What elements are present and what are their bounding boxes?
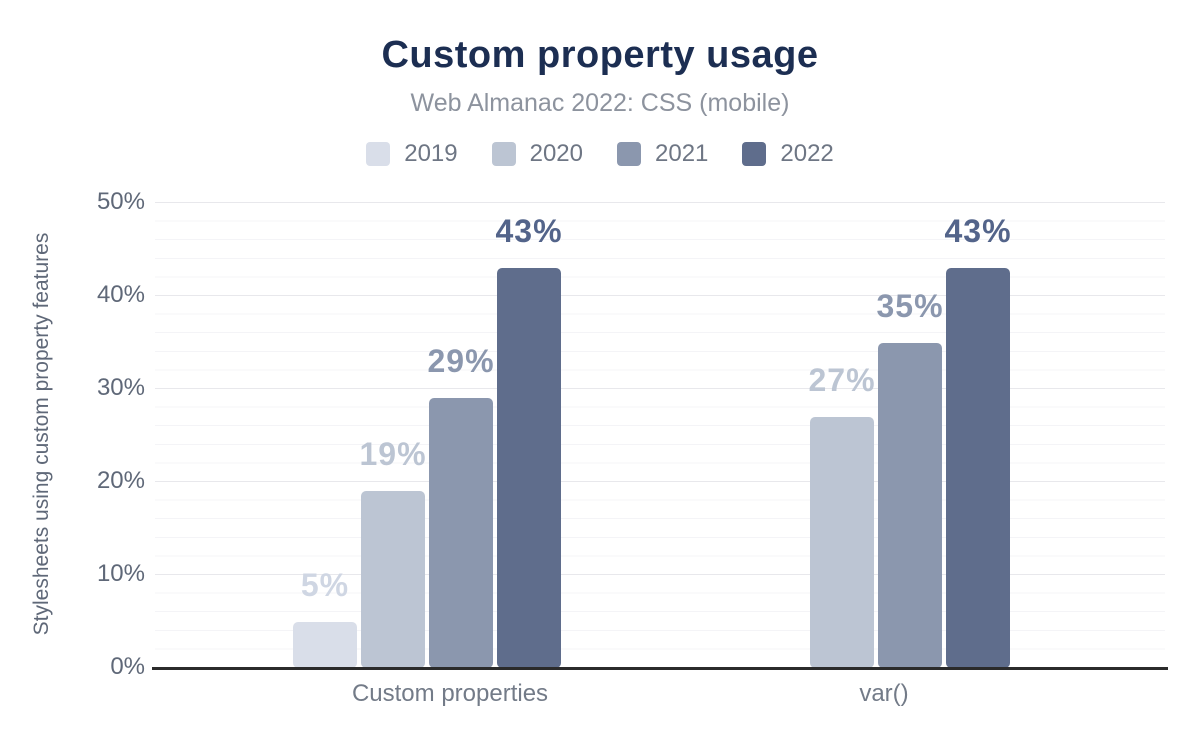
- legend-label: 2020: [529, 140, 583, 167]
- legend-swatch-icon: [366, 142, 391, 166]
- y-axis-ticks: 0% 10% 20% 30% 40% 50%: [55, 189, 145, 680]
- y-tick-label: 20%: [96, 467, 145, 494]
- plot-area: 5% 19% 29% 43% 27% 35% 43%: [155, 202, 1165, 668]
- chart-subtitle: Web Almanac 2022: CSS (mobile): [410, 89, 790, 117]
- x-label-1: Custom properties: [351, 680, 549, 707]
- bar-2021-category-1[interactable]: 29%: [427, 343, 494, 668]
- bar-2022-category-1[interactable]: 43%: [495, 213, 562, 668]
- y-tick-label: 0%: [110, 653, 145, 680]
- legend-swatch-icon: [491, 142, 516, 166]
- legend: 2019 2020 2021 2022: [0, 140, 1200, 168]
- bar-value-label: 5%: [300, 566, 350, 603]
- bar-value-label: 43%: [944, 213, 1012, 250]
- legend-item-2022[interactable]: 2022: [742, 140, 834, 168]
- bar-group-1: 5% 19% 29% 43%: [293, 213, 562, 668]
- legend-swatch-icon: [742, 142, 767, 166]
- chart-title: Custom property usage: [381, 34, 819, 76]
- y-tick-label: 50%: [96, 188, 145, 215]
- x-label-2: var(): [859, 680, 909, 707]
- bar-2020-category-1[interactable]: 19%: [359, 436, 426, 668]
- legend-label: 2021: [655, 140, 709, 167]
- bar-value-label: 35%: [876, 287, 944, 324]
- legend-label: 2022: [780, 140, 834, 167]
- y-axis-title: Stylesheets using custom property featur…: [30, 232, 53, 636]
- y-tick-label: 10%: [96, 560, 145, 587]
- y-tick-label: 30%: [96, 374, 145, 401]
- legend-item-2021[interactable]: 2021: [617, 140, 708, 168]
- y-tick-label: 40%: [96, 281, 145, 308]
- bar-2019-category-1[interactable]: 5%: [293, 567, 357, 668]
- bar-2020-category-2[interactable]: 27%: [808, 362, 875, 668]
- bar-value-label: 43%: [495, 213, 563, 250]
- legend-swatch-icon: [617, 142, 641, 166]
- bar-value-label: 27%: [808, 361, 876, 398]
- bar-group-2: 27% 35% 43%: [808, 213, 1011, 668]
- legend-item-2019[interactable]: 2019: [366, 140, 458, 168]
- legend-item-2020[interactable]: 2020: [491, 140, 583, 168]
- bar-2022-category-2[interactable]: 43%: [944, 213, 1011, 668]
- bar-value-label: 29%: [427, 343, 495, 380]
- legend-label: 2019: [404, 140, 458, 167]
- bar-2021-category-2[interactable]: 35%: [876, 288, 943, 668]
- x-axis-line: [152, 667, 1168, 670]
- bar-value-label: 19%: [359, 436, 427, 473]
